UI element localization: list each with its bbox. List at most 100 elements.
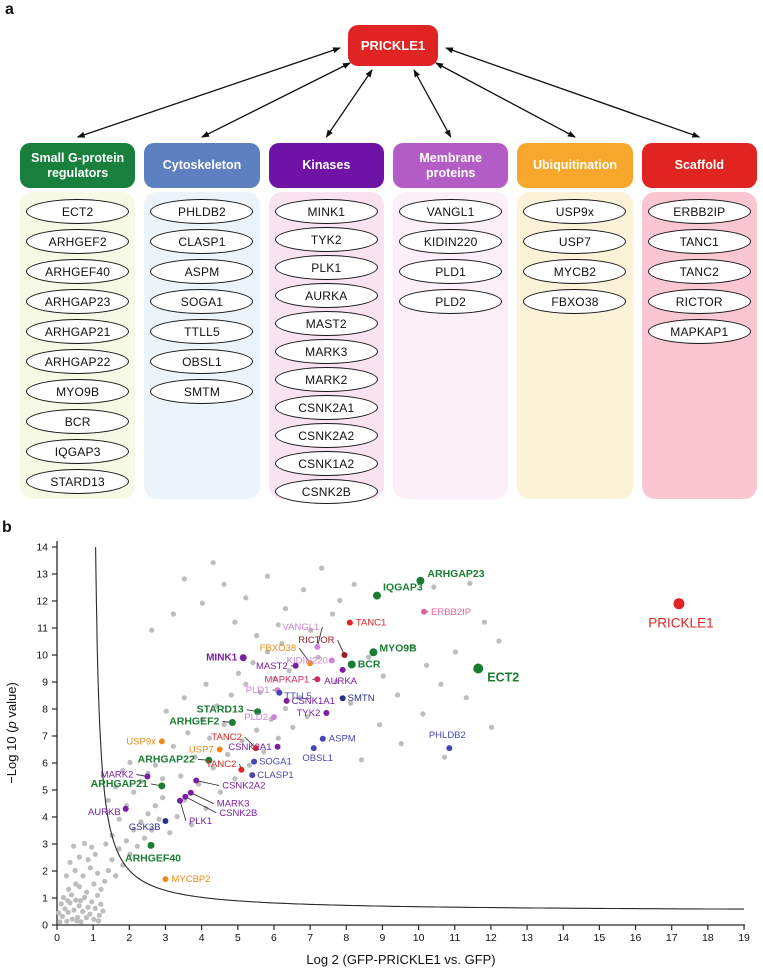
point-label-mycbp2: MYCBP2 [171,874,210,885]
data-point-ect2 [473,663,484,674]
background-point [438,681,444,687]
background-point [113,873,119,879]
background-point [286,668,292,674]
background-point [63,873,69,879]
x-tick-label: 8 [343,932,349,944]
data-point-csnk2a2 [193,777,200,784]
data-point-ttll5 [276,689,283,696]
label-leader-line [190,792,214,805]
panel-a-label: a [5,1,14,18]
background-point [138,819,144,825]
background-point [73,881,79,887]
data-point-prickle1 [673,598,685,610]
protein-oval: PLD1 [399,259,503,284]
data-point-aurka [339,666,346,673]
y-tick-label: 10 [36,650,48,662]
background-point [85,904,91,910]
background-point [69,916,75,922]
background-point [395,692,401,698]
protein-oval: MYO9B [26,379,130,404]
protein-oval: ARHGEF40 [26,259,130,284]
point-label-pld1: PLD1 [246,685,270,696]
point-label-aspm: ASPM [329,734,356,745]
background-point [380,673,386,679]
y-axis-title: −Log 10 (p value) [4,682,19,784]
x-tick-label: 0 [54,932,60,944]
background-point [225,751,231,757]
background-point [409,643,415,649]
volcano-scatter-plot: 0 1 2 3 4 5 6 7 8 9 10 11 12 13 14 15 16 17 18 190123456789… [4,541,750,967]
y-tick-label: 3 [42,839,48,851]
background-point [348,700,354,706]
category-body: PHLDB2 CLASP1 ASPM SOGA1 TTLL5 OBSL1 SMTM [144,192,260,499]
background-point [246,762,252,768]
background-point [116,816,122,822]
y-tick-label: 5 [42,785,48,797]
point-label-ttll5: TTLL5 [284,691,311,702]
background-point [57,919,63,925]
protein-oval: TTLL5 [150,319,254,344]
point-label-iqgap3: IQGAP3 [383,582,423,594]
data-point-vangl1 [314,643,321,650]
background-point [113,784,119,790]
background-point [232,619,238,625]
category-header: Cytoskeleton [144,143,260,188]
data-point-tanc2 [238,766,245,773]
background-point [192,754,198,760]
protein-oval: STARD13 [26,469,130,494]
protein-oval: MYCB2 [523,259,627,284]
background-point [109,857,115,863]
background-point [315,654,321,660]
data-point-mark3 [187,789,194,796]
background-point [105,867,111,874]
background-point [78,919,84,925]
background-point [127,851,133,857]
background-point [232,776,238,782]
point-label-csnk2b: CSNK2B [219,808,257,819]
background-point [72,867,78,874]
x-tick-label: 13 [521,932,533,944]
x-tick-label: 10 [413,932,425,944]
category-body: USP9x USP7 MYCB2 FBXO38 [517,192,633,499]
data-point-pld2 [270,714,277,721]
protein-oval: OBSL1 [150,349,254,374]
background-point [80,873,86,879]
background-point [123,838,129,844]
protein-oval: PHLDB2 [150,199,254,224]
background-point [96,912,102,918]
background-point [398,741,404,747]
hub-arrow [76,47,341,138]
point-label-plk1: PLK1 [189,816,212,827]
point-label-tanc2: TANC2 [206,759,236,770]
point-label-stard13: STARD13 [197,704,244,716]
background-point [463,695,469,701]
point-label-aurka: AURKA [324,676,357,687]
category-header: Ubiquitination [517,143,633,188]
point-label-arhgap21: ARHGAP21 [91,778,148,790]
background-point [243,595,249,601]
background-point [170,743,176,749]
prickle1-hub-label: PRICKLE1 [360,38,426,53]
data-point-soga1 [251,758,258,765]
background-point [442,754,448,760]
hub-arrows [76,47,701,138]
background-point [127,759,133,766]
background-point [91,916,97,922]
category-header: Kinases [268,143,384,188]
background-point [178,773,184,779]
data-point-erbb2ip [421,608,428,615]
point-label-fbxo38: FBXO38 [260,643,296,654]
background-point [134,843,140,849]
background-point [185,730,191,736]
background-point [85,857,91,863]
background-point [73,897,79,903]
background-point [243,681,249,687]
background-point [92,905,98,911]
y-tick-label: 9 [42,677,48,689]
background-point [261,749,267,755]
background-point [131,827,137,833]
point-label-clasp1: CLASP1 [257,770,293,781]
data-point-csnk2b [182,793,189,800]
background-point [170,611,176,617]
category-column-5: Ubiquitination USP9x USP7 MYCB2 FBXO38 [517,143,633,499]
